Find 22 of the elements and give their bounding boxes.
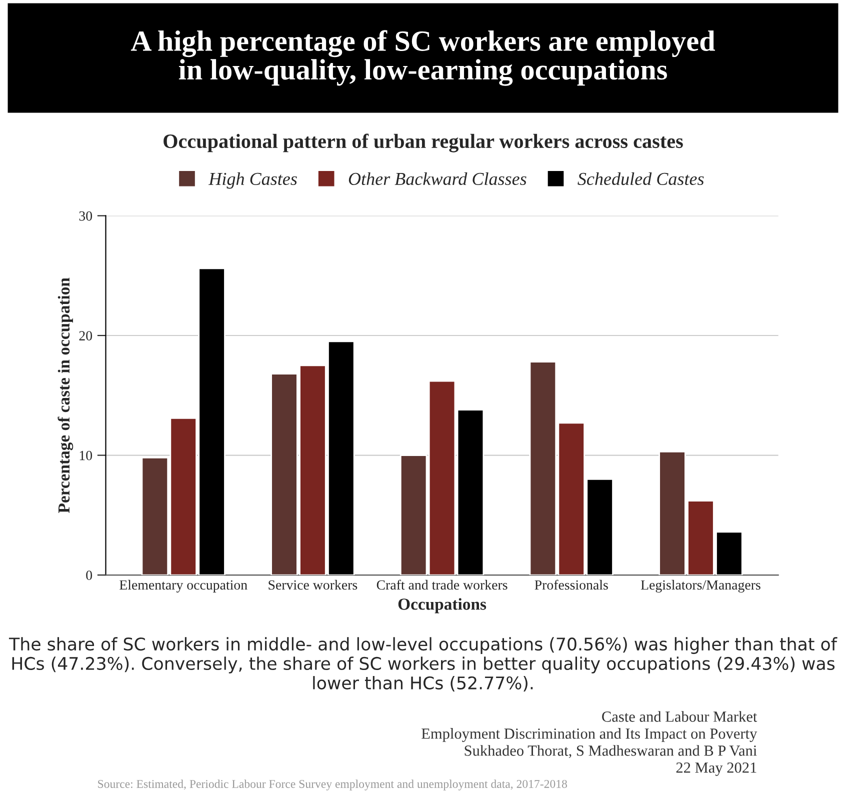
text: Employment Discrimination and Its Impact on Poverty [422,728,758,742]
x-tick-label: Elementary occupation [120,580,248,593]
text: The share of SC workers in middle- and low-level occupations (70.56%) was higher than that of HCs (47.23%). Conversely, the share of SC workers in better quality occupations (29.43%) was lower than HCs (52.77%). [8,637,838,692]
legend-label: High Castes [208,172,297,189]
source-note: Source: Estimated, Periodic Labour Force Survey employment and unemployment data, 2017-2018 [98,780,567,790]
legend-label: Other Backward Classes [348,172,526,186]
y-tick-label: 20 [79,331,92,340]
x-tick-label: Legislators/Managers [640,580,760,593]
text: Caste and Labour Market [602,711,758,722]
y-tick-label: 30 [79,211,92,221]
y-axis-title: Percentage of caste in occupation [58,278,74,513]
text: 22 May 2021 [676,762,756,776]
x-axis-title: Occupations [398,598,486,614]
x-tick-label: Professionals [534,580,608,590]
chart-subtitle: Occupational pattern of urban regular workers across castes [164,134,683,152]
x-tick-label: Craft and trade workers [376,580,508,590]
legend-label: Scheduled Castes [578,172,704,186]
y-tick-label: 10 [80,450,92,460]
text: Sukhadeo Thorat, S Madheswaran and B P Vani [464,745,757,758]
x-tick-label: Service workers [268,580,358,590]
y-tick-label: 0 [86,570,92,580]
chart-title: A high percentage of SC workers are employed in low-quality, low-earning occupations [130,30,716,86]
